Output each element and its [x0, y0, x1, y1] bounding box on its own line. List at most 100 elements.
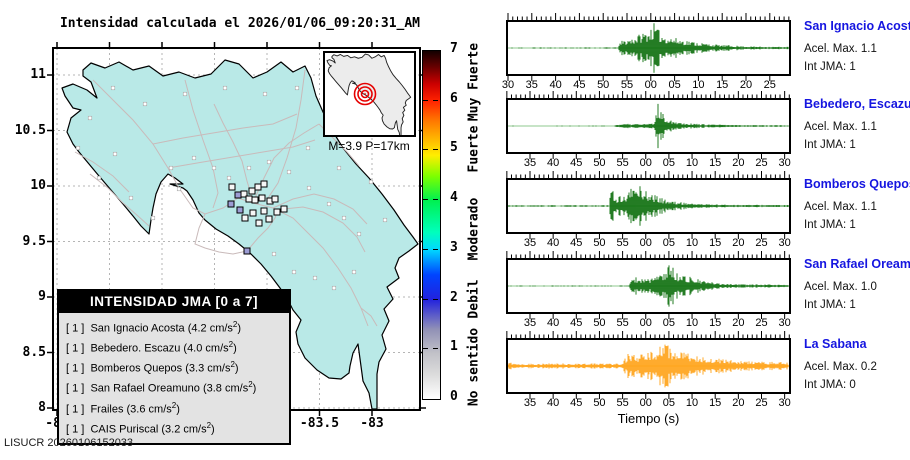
event-magnitude-depth: M=3.9 P=17km: [328, 139, 410, 153]
colorbar-category-label: Moderado: [466, 197, 482, 261]
station-dot: [356, 231, 362, 237]
time-tick-label: 05: [662, 237, 676, 249]
intensity-marker: [265, 215, 273, 223]
map-y-tick-label: 8: [38, 400, 46, 415]
colorbar-tick: [423, 298, 428, 300]
waveform-box: [506, 178, 791, 234]
intensity-jma-label: Int JMA: 1: [804, 61, 856, 73]
intensity-marker: [260, 180, 268, 188]
station-dot: [142, 101, 148, 107]
time-tick-label: 45: [570, 317, 583, 329]
colorbar-category-label: Debil: [466, 278, 482, 319]
accel-max-label: Acel. Max. 0.2: [804, 361, 877, 373]
station-dot: [246, 165, 252, 171]
station-dot: [87, 115, 93, 121]
colorbar-category-label: Muy Fuerte: [466, 43, 482, 122]
waveform-box: [506, 98, 791, 154]
waveform-trace: [507, 265, 789, 307]
time-tick-label: 05: [662, 317, 676, 329]
colorbar-tick: [423, 149, 428, 151]
station-dot: [326, 201, 332, 207]
seismogram-panel: 35 40 45 50 55 00 05 10 15 20 25 30 Bomberos Quepos A…: [506, 171, 910, 263]
station-dot: [176, 186, 182, 192]
intensity-marker-int1: [227, 200, 235, 208]
time-tick-label: 35: [523, 397, 537, 409]
station-dot: [312, 275, 318, 281]
legend-item: [ 1 ] San Ignacio Acosta (4.2 cm/s2): [66, 320, 242, 335]
time-tick-label: 45: [573, 79, 586, 91]
intensity-marker: [251, 196, 259, 204]
intensity-marker: [228, 183, 236, 191]
map-x-tick-label: -83: [360, 416, 384, 431]
time-tick-label: 45: [570, 237, 583, 249]
intensity-marker: [271, 195, 279, 203]
map-y-tick-label: 8.5: [22, 344, 46, 360]
time-tick-label: 20: [732, 397, 745, 409]
station-dot: [341, 215, 347, 221]
station-dot: [305, 145, 311, 151]
legend-item: [ 1 ] Frailes (3.6 cm/s2): [66, 400, 180, 416]
intensity-marker-int1: [243, 247, 251, 255]
colorbar-tick-label: 3: [450, 239, 458, 255]
time-tick-label: 15: [709, 237, 722, 249]
intensity-marker: [258, 194, 266, 202]
footer-id: LISUCR 20260106152033: [4, 437, 134, 449]
inset-map: [323, 51, 416, 137]
time-tick-label: 30: [778, 397, 791, 409]
time-tick-label: 35: [523, 157, 537, 169]
station-dot: [222, 85, 228, 91]
colorbar-tick-label: 7: [450, 41, 458, 56]
map-y-tick-label: 9: [38, 289, 46, 304]
station-dot: [262, 91, 268, 97]
time-tick-label: 30: [778, 157, 791, 169]
station-dot: [382, 217, 388, 223]
intensity-marker: [254, 183, 262, 191]
seismogram-panel: 35 40 45 50 55 00 05 10 15 20 25 30 Bebedero, Escazu…: [506, 91, 910, 183]
station-dot: [294, 85, 300, 91]
time-tick-label: 00: [644, 79, 657, 91]
colorbar-tick-label: 5: [450, 140, 458, 156]
colorbar-category-label: Fuerte: [466, 125, 482, 173]
station-dot: [351, 269, 357, 275]
time-tick-label: 10: [685, 317, 699, 329]
time-tick-label: 25: [755, 237, 768, 249]
panel-bottom-ticks: [529, 394, 786, 399]
intensity-marker: [260, 207, 268, 215]
colorbar-tick: [423, 199, 428, 201]
time-tick-label: 25: [755, 157, 768, 169]
map-x-tick-label: -83.5: [299, 416, 340, 431]
intensity-legend: INTENSIDAD JMA [0 a 7] [ 1 ] San Ignacio…: [57, 289, 291, 445]
time-tick-label: 25: [755, 317, 768, 329]
time-tick-label: 15: [709, 317, 722, 329]
seismogram-panel: 30 35 40 45 50 55 00 05 10 15 20 25 San Ignacio Acos…: [502, 13, 910, 105]
time-tick-label: 15: [716, 79, 729, 91]
legend-items: [ 1 ] San Ignacio Acosta (4.2 cm/s2) [ 1 …: [59, 313, 289, 443]
colorbar-tick: [423, 348, 428, 350]
time-tick-label: 30: [778, 237, 791, 249]
legend-title: INTENSIDAD JMA [0 a 7]: [59, 291, 289, 313]
panel-top-ticks: [506, 91, 790, 98]
map-y-tick-label: 10.5: [14, 122, 46, 138]
intensity-marker-int1: [234, 191, 242, 199]
colorbar-tick-label: 4: [450, 190, 458, 206]
time-tick-label: 10: [685, 397, 699, 409]
station-dot: [168, 165, 174, 171]
time-axis-label: Tiempo (s): [617, 411, 680, 426]
panel-bottom-ticks: [529, 234, 786, 239]
station-dot: [331, 285, 337, 291]
intensity-marker: [273, 208, 281, 216]
map-y-tick-label: 9.5: [22, 233, 46, 249]
seismogram-panel: 35 40 45 50 55 00 05 10 15 20 25 30 San Rafael Oream…: [506, 251, 910, 343]
colorbar-tick-label: 6: [450, 90, 458, 106]
epicenter-icon: [360, 89, 370, 99]
time-tick-label: 10: [685, 157, 699, 169]
time-tick-label: 55: [616, 317, 629, 329]
seismogram-panel: 35 40 45 50 55 00 05 10 15 20 25 30 La Sabana Acel. M…: [506, 331, 910, 423]
colorbar-tick: [423, 248, 428, 250]
time-tick-label: 55: [620, 79, 634, 91]
time-tick-label: 05: [668, 79, 681, 91]
time-tick-label: 00: [639, 317, 652, 329]
legend-item: [ 1 ] San Rafael Oreamuno (3.8 cm/s2): [66, 380, 257, 396]
station-dot: [226, 175, 232, 181]
station-dot: [266, 159, 272, 165]
